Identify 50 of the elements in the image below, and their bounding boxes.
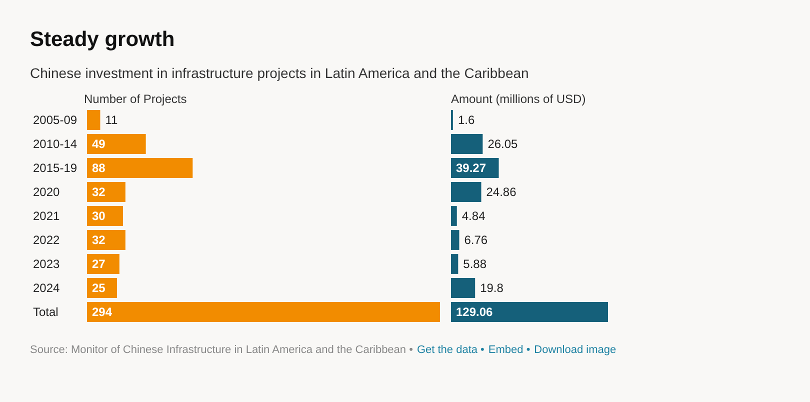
y-tick-label: 2024 <box>33 281 60 295</box>
data-label: 25 <box>92 281 106 295</box>
data-label: 19.8 <box>480 281 504 295</box>
y-tick-label: 2021 <box>33 209 60 223</box>
text: Download image <box>534 344 616 356</box>
data-label: 129.06 <box>456 305 494 319</box>
y-tick-label: Total <box>33 305 58 319</box>
y-tick-label: 2015-19 <box>33 161 78 175</box>
data-label: 11 <box>105 113 118 127</box>
data-label: 4.84 <box>462 209 486 223</box>
bar <box>451 134 483 154</box>
y-tick-label: 2023 <box>33 257 60 271</box>
bar <box>87 230 126 250</box>
bar <box>451 302 608 322</box>
x-axis-title: Number of Projects <box>84 92 187 106</box>
bar <box>87 110 100 130</box>
bar <box>87 254 120 274</box>
bar <box>451 206 457 226</box>
text: Get the data • <box>416 344 484 356</box>
x-axis-title: Amount (millions of USD) <box>451 92 586 106</box>
bar <box>87 134 146 154</box>
source-note: Source: Monitor of Chinese Infrastructure in Latin America and the Caribbean • <box>30 344 413 356</box>
data-label: 49 <box>92 137 106 151</box>
chart-subtitle: Chinese investment in infrastructure projects in Latin America and the Caribbean <box>30 65 529 81</box>
y-tick-label: 2022 <box>33 233 60 247</box>
data-label: 1.6 <box>458 113 475 127</box>
data-label: 39.27 <box>456 161 486 175</box>
bar <box>87 182 126 202</box>
data-label: 26.05 <box>488 137 518 151</box>
bar <box>87 302 440 322</box>
bar <box>87 158 193 178</box>
bar <box>451 278 476 298</box>
bar <box>451 182 482 202</box>
bar <box>87 206 124 226</box>
y-tick-label: 2020 <box>33 185 60 199</box>
data-label: 5.88 <box>463 257 487 271</box>
y-tick-label: 2010-14 <box>33 137 78 151</box>
data-label: 6.76 <box>464 233 488 247</box>
chart-title: Steady growth <box>30 28 175 52</box>
data-label: 88 <box>92 161 106 175</box>
data-label: 294 <box>92 305 112 319</box>
y-tick-label: 2005-09 <box>33 113 78 127</box>
data-label: 27 <box>92 257 106 271</box>
data-label: 24.86 <box>486 185 517 199</box>
data-label: 30 <box>92 209 106 223</box>
bar <box>451 230 460 250</box>
text: Embed • <box>488 344 530 356</box>
data-label: 32 <box>92 233 106 247</box>
data-label: 32 <box>92 185 106 199</box>
bar <box>451 254 458 274</box>
